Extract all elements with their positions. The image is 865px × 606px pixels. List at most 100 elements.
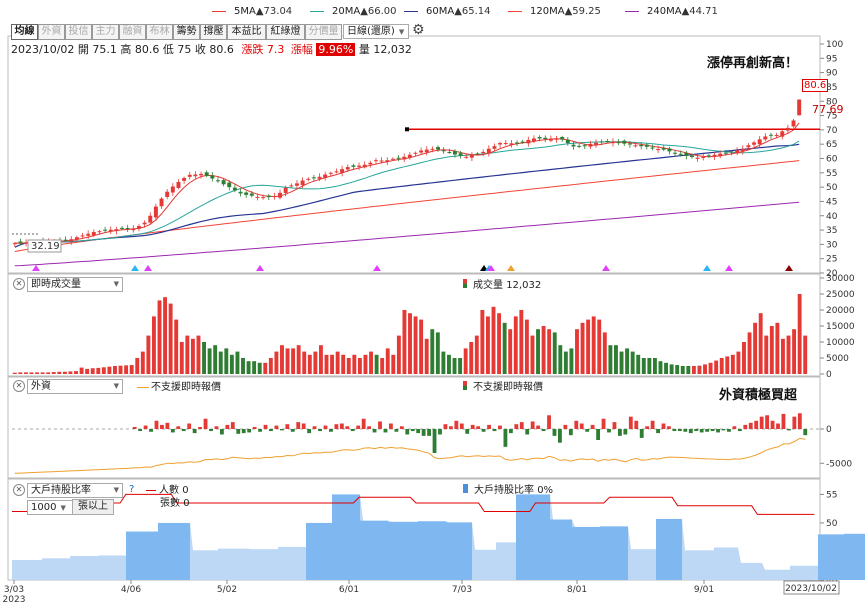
tab-8[interactable]: 本益比 xyxy=(227,24,266,40)
candle-body xyxy=(170,186,175,193)
candle-body xyxy=(182,177,187,181)
close-icon[interactable]: ✕ xyxy=(13,380,25,392)
foreign-bar xyxy=(688,429,693,434)
foreign-bar xyxy=(585,429,590,432)
candle-body xyxy=(232,187,237,191)
foreign-bar xyxy=(568,429,573,436)
candle-body xyxy=(131,228,136,231)
foreign-bar xyxy=(765,415,770,429)
holder-bar xyxy=(42,558,70,580)
candle-body xyxy=(385,160,390,162)
volume-bar xyxy=(129,365,134,374)
volume-bar xyxy=(174,319,179,374)
candle-body xyxy=(458,153,463,156)
legend-swatch xyxy=(212,10,226,12)
foreign-panel-selector[interactable]: 外資 ▼ xyxy=(27,379,123,394)
period-selector[interactable]: 日線(還原) ▼ xyxy=(343,24,409,39)
candle-body xyxy=(757,139,762,145)
volume-bar xyxy=(218,351,223,374)
candle-body xyxy=(136,226,141,229)
foreign-bar xyxy=(519,422,524,429)
help-icon[interactable]: ? xyxy=(129,484,135,495)
volume-bar xyxy=(302,351,307,374)
holder-panel-selector[interactable]: 大戶持股比率 ▼ xyxy=(27,483,123,498)
panel-frame xyxy=(7,35,821,274)
candle-body xyxy=(396,157,401,159)
gear-icon[interactable]: ⚙ xyxy=(412,22,425,38)
tab-4[interactable]: 融資 xyxy=(119,24,146,40)
ma5-line xyxy=(14,122,800,244)
foreign-bar xyxy=(448,426,453,429)
foreign-bar xyxy=(677,429,682,432)
legend-swatch xyxy=(463,484,468,493)
volume-bar xyxy=(196,335,201,374)
foreign-bar xyxy=(427,429,431,436)
tab-9[interactable]: 紅綠燈 xyxy=(266,24,305,40)
y-tick-label: 55 xyxy=(826,490,837,500)
event-marker-icon xyxy=(602,265,610,271)
volume-bar xyxy=(146,335,151,374)
close-icon[interactable]: ✕ xyxy=(13,278,25,290)
holder-bar xyxy=(12,560,42,580)
volume-bar xyxy=(391,354,396,374)
volume-bar xyxy=(35,372,39,374)
shares-legend: 張數 0 xyxy=(160,494,190,509)
tab-7[interactable]: 撐壓 xyxy=(200,24,227,40)
volume-bar xyxy=(469,342,474,374)
event-marker-icon xyxy=(703,265,711,271)
y-tick-label: 35 xyxy=(826,226,837,236)
threshold-select[interactable]: 1000 ▼ xyxy=(27,500,73,515)
foreign-bar xyxy=(187,423,192,429)
low-label: 低 xyxy=(162,43,174,56)
y-tick-label: 30000 xyxy=(826,274,855,284)
foreign-bar xyxy=(274,425,279,429)
tab-0[interactable]: 均線 xyxy=(11,24,38,40)
candle-body xyxy=(114,229,119,232)
holder-bar xyxy=(248,549,278,580)
tab-3[interactable]: 主力 xyxy=(92,24,119,40)
volume-bar xyxy=(502,322,507,374)
legend-label: 20MA xyxy=(332,6,361,17)
foreign-bar xyxy=(667,426,671,429)
volume-bar xyxy=(79,367,84,374)
volume-bar xyxy=(385,348,390,374)
candle-body xyxy=(407,154,412,158)
foreign-bar xyxy=(149,429,153,432)
volume-bar xyxy=(107,366,112,374)
foreign-bar xyxy=(219,429,224,435)
volume-bar xyxy=(263,362,268,374)
tab-1[interactable]: 外資 xyxy=(38,24,65,40)
tab-6[interactable]: 籌勢 xyxy=(173,24,200,40)
volume-bar xyxy=(625,348,630,374)
holder-bar xyxy=(714,547,738,580)
volume-bar xyxy=(435,332,440,374)
x-tick-sublabel: 2023 xyxy=(3,595,26,605)
candle-body xyxy=(368,162,373,165)
event-marker-icon xyxy=(256,265,264,271)
volume-bar xyxy=(730,354,735,374)
foreign-bar xyxy=(547,415,551,429)
tab-2[interactable]: 投信 xyxy=(65,24,92,40)
x-tick-label: 5/02 xyxy=(217,585,237,595)
candle-body xyxy=(221,180,226,185)
low-value: 75 xyxy=(177,43,192,56)
tab-10[interactable]: 分價量 xyxy=(305,24,342,40)
candle-body xyxy=(69,239,74,242)
foreign-bar xyxy=(492,429,497,432)
holder-bar xyxy=(790,565,818,580)
foreign-bar xyxy=(716,429,720,433)
threshold-unit-button[interactable]: 張以上 xyxy=(72,499,114,515)
volume-bar xyxy=(769,326,774,374)
y-tick-label: 20 xyxy=(826,269,838,279)
foreign-bar xyxy=(236,429,241,434)
candle-body xyxy=(424,149,429,153)
volume-panel-selector[interactable]: 即時成交量 ▼ xyxy=(27,277,123,292)
foreign-bar xyxy=(394,429,399,432)
close-icon[interactable]: ✕ xyxy=(13,484,25,496)
volume-bar xyxy=(118,365,123,374)
volume-bar xyxy=(168,303,173,374)
candle-body xyxy=(452,151,457,155)
tab-5[interactable]: 布林 xyxy=(146,24,173,40)
candle-body xyxy=(12,243,17,245)
